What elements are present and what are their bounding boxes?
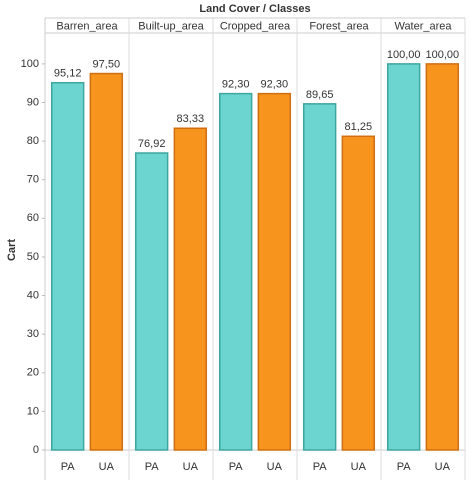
panel-label: Cropped_area	[220, 20, 291, 32]
y-tick-label: 20	[27, 367, 39, 379]
x-tick-label: PA	[313, 461, 328, 473]
x-tick-label: UA	[183, 461, 199, 473]
value-label: 76,92	[138, 138, 166, 150]
chart-title: Land Cover / Classes	[199, 3, 310, 15]
panel-label: Water_area	[394, 20, 452, 32]
bar	[341, 135, 376, 451]
value-label: 100,00	[425, 49, 459, 61]
y-tick-label: 30	[27, 328, 39, 340]
x-tick-label: UA	[99, 461, 115, 473]
value-label: 95,12	[54, 68, 82, 80]
y-tick-label: 80	[27, 135, 39, 147]
panel-label: Barren_area	[56, 20, 118, 32]
value-label: 89,65	[306, 89, 334, 101]
x-tick-label: PA	[61, 461, 76, 473]
y-tick-label: 50	[27, 251, 39, 263]
value-label: 83,33	[177, 113, 205, 125]
x-tick-label: PA	[145, 461, 160, 473]
y-tick-label: 0	[33, 444, 39, 456]
bar	[50, 81, 85, 451]
panel-label: Forest_area	[309, 20, 369, 32]
y-tick-label: 90	[27, 96, 39, 108]
x-tick-label: UA	[351, 461, 367, 473]
y-tick-label: 70	[27, 174, 39, 186]
bar	[302, 103, 337, 451]
bar	[134, 152, 169, 451]
y-axis-label: Cart	[6, 239, 18, 261]
value-label: 92,30	[261, 79, 289, 91]
bar	[89, 72, 124, 451]
y-tick-label: 40	[27, 289, 39, 301]
x-tick-label: PA	[229, 461, 244, 473]
bar	[386, 63, 421, 451]
y-tick-label: 60	[27, 212, 39, 224]
value-label: 97,50	[93, 58, 121, 70]
x-tick-label: PA	[397, 461, 412, 473]
bar	[173, 127, 208, 451]
bar	[425, 63, 460, 451]
x-tick-label: UA	[435, 461, 451, 473]
x-tick-label: UA	[267, 461, 283, 473]
y-tick-label: 10	[27, 405, 39, 417]
bar	[257, 92, 292, 451]
bar	[218, 92, 253, 451]
value-label: 100,00	[387, 49, 421, 61]
value-label: 92,30	[222, 79, 250, 91]
value-label: 81,25	[345, 121, 373, 133]
panel-label: Built-up_area	[138, 20, 204, 32]
y-tick-label: 100	[21, 58, 39, 70]
